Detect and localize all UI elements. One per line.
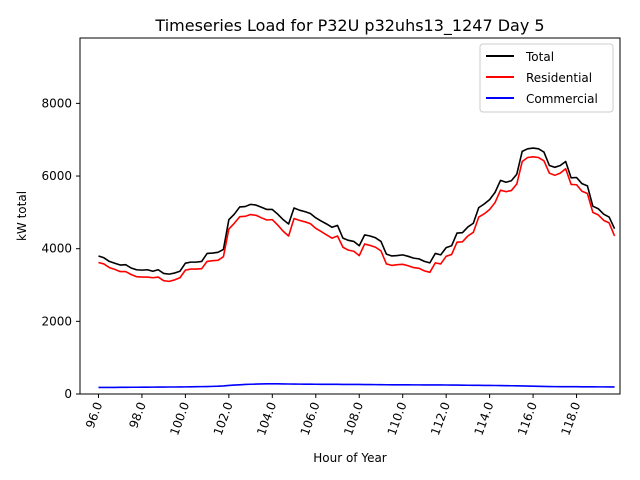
series-line-residential: [98, 155, 616, 283]
y-axis-label: kW total: [15, 191, 29, 241]
y-tick-label: 2000: [41, 314, 72, 328]
legend-frame: [479, 43, 614, 113]
legend-label-commercial: Commercial: [526, 92, 598, 106]
axes-frame: [79, 37, 621, 395]
x-axis-label: Hour of Year: [313, 451, 387, 465]
series-line-commercial: [98, 382, 615, 389]
y-tick-label: 4000: [41, 242, 72, 256]
legend-label-residential: Residential: [526, 71, 592, 85]
chart-title: Timeseries Load for P32U p32uhs13_1247 D…: [154, 16, 544, 36]
series-line-total: [98, 147, 616, 275]
y-axis: 0 2000 4000 6000 8000: [41, 96, 80, 401]
legend-label-total: Total: [525, 50, 554, 64]
y-tick-label: 6000: [41, 169, 72, 183]
y-tick-label: 8000: [41, 96, 72, 110]
y-tick-label: 0: [64, 387, 72, 401]
series-lines: [98, 147, 616, 389]
legend: Total Residential Commercial: [479, 43, 614, 113]
